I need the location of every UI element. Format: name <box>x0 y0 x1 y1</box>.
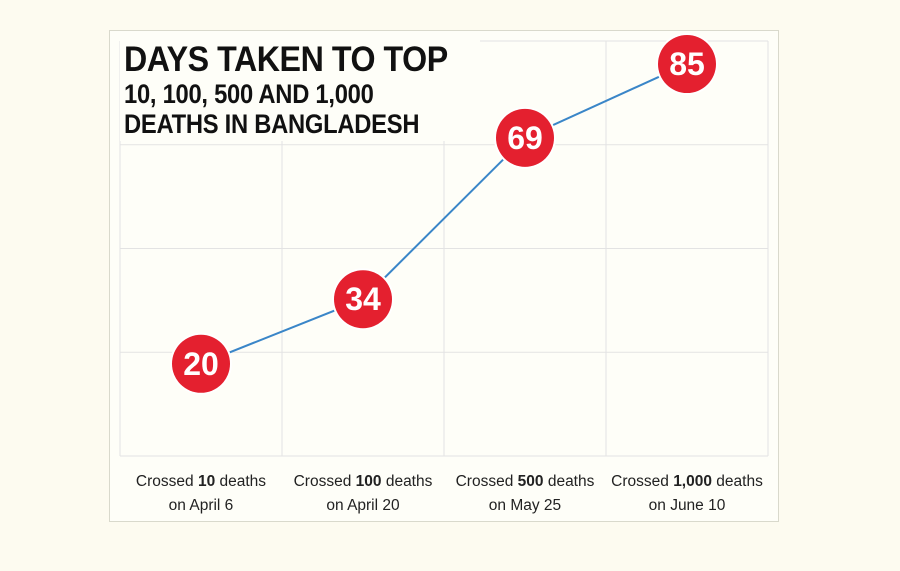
series-line-group <box>200 63 688 365</box>
data-point: 85 <box>656 33 718 96</box>
data-label: 20 <box>183 346 219 382</box>
data-label: 85 <box>669 46 705 82</box>
x-tick-label-date: on April 20 <box>326 497 400 514</box>
marker-circle <box>172 334 230 393</box>
x-tick-label-date: on April 6 <box>169 497 234 514</box>
title-line-2: 10, 100, 500 AND 1,000 <box>124 79 374 109</box>
marker-circle <box>658 35 716 94</box>
data-label: 69 <box>507 120 543 156</box>
data-point: 69 <box>494 106 556 169</box>
x-tick-label: Crossed 100 deaths <box>294 473 433 490</box>
x-tick-label: Crossed 500 deaths <box>456 473 595 490</box>
title-line-1: DAYS TAKEN TO TOP <box>124 40 448 79</box>
x-tick-label-date: on May 25 <box>489 497 561 514</box>
title-line-3: DEATHS IN BANGLADESH <box>124 109 420 139</box>
marker-circle <box>496 108 554 167</box>
x-tick-labels: Crossed 10 deaths on April 6 Crossed 100 d… <box>136 473 763 514</box>
data-point: 20 <box>170 332 232 395</box>
marker-circle <box>334 270 392 329</box>
data-markers: 20 34 69 85 <box>170 33 718 395</box>
series-line <box>200 63 688 365</box>
data-label: 34 <box>345 281 381 317</box>
data-point: 34 <box>332 268 394 331</box>
chart-title: DAYS TAKEN TO TOP 10, 100, 500 AND 1,000… <box>120 40 480 141</box>
x-tick-label-date: on June 10 <box>649 497 726 514</box>
x-tick-label: Crossed 10 deaths <box>136 473 266 490</box>
x-tick-label: Crossed 1,000 deaths <box>611 473 763 490</box>
